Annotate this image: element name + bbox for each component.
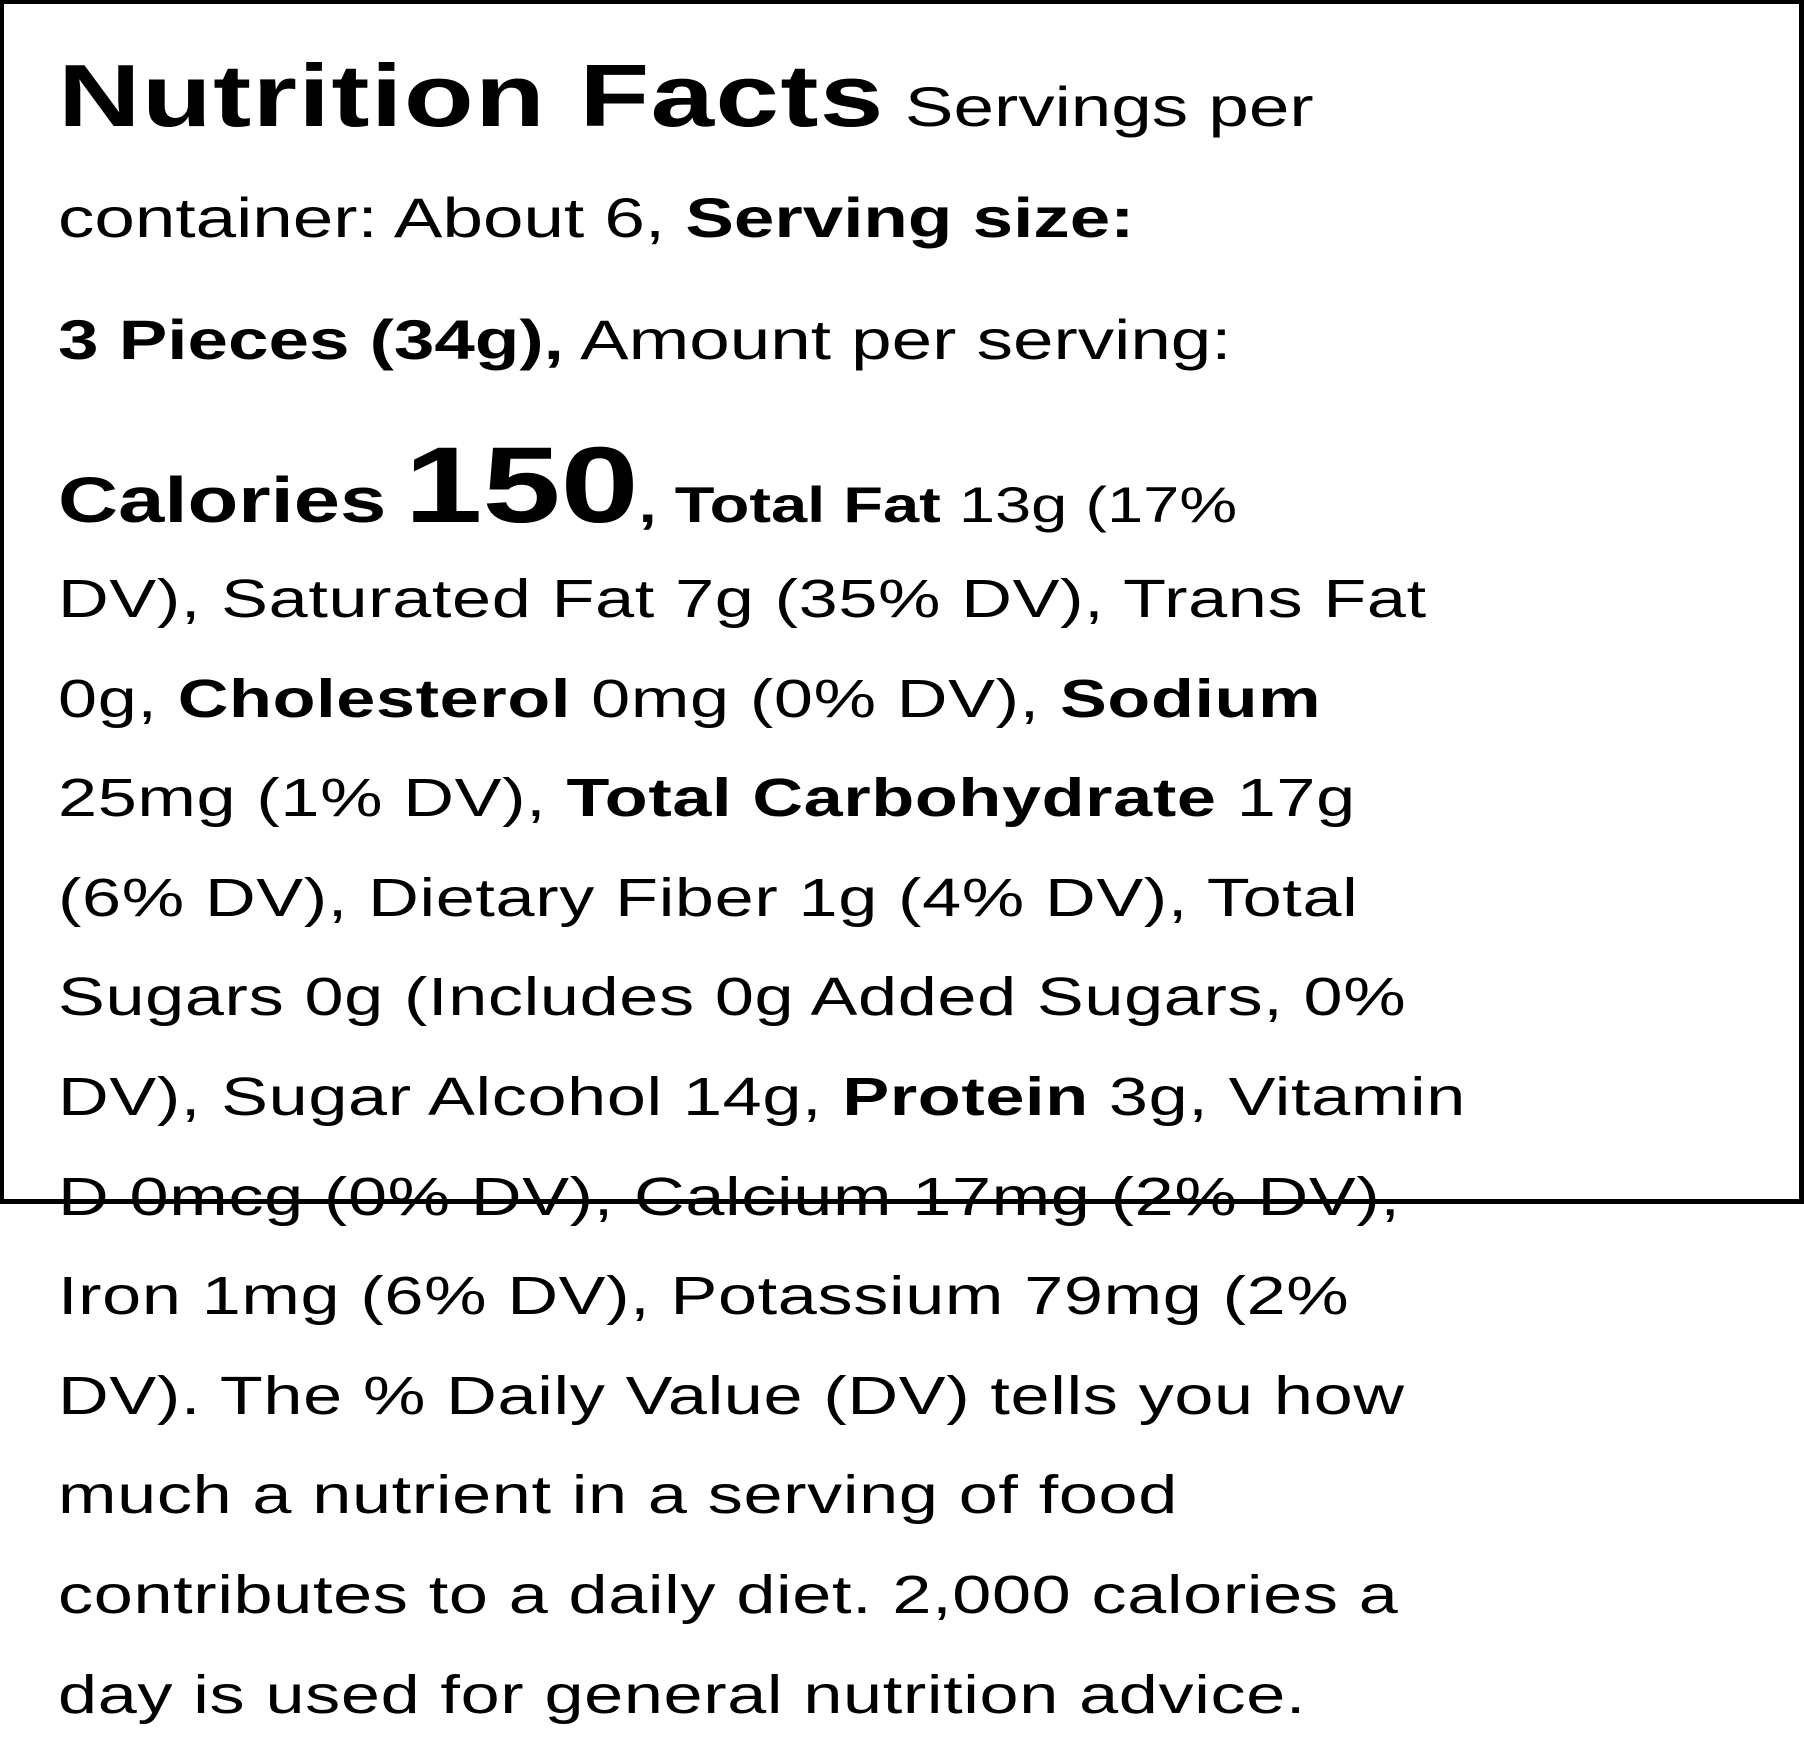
text-segment: D 0mcg (0% DV), Calcium 17mg (2% DV), [58, 1166, 1401, 1227]
text-segment: 25mg (1% DV), [58, 768, 567, 829]
servings-text: Servings per [884, 75, 1314, 138]
nutrition-facts-label: Nutrition Facts Servings per container: … [58, 8, 1466, 1745]
text-segment: DV), Saturated Fat 7g (35% DV), Trans Fa… [58, 569, 1427, 629]
spacer [386, 477, 404, 533]
text-segment: 0g, [58, 668, 178, 729]
text-segment: DV). The % Daily Value (DV) tells you ho… [58, 1365, 1405, 1426]
text-line: DV). The % Daily Value (DV) tells you ho… [58, 1365, 1466, 1429]
header-line-1: Nutrition Facts Servings per [58, 44, 1466, 145]
text-line: day is used for general nutrition advice… [58, 1664, 1466, 1728]
text-line: Iron 1mg (6% DV), Potassium 79mg (2% [58, 1265, 1466, 1329]
text-line: DV), Sugar Alcohol 14g, Protein 3g, Vita… [58, 1066, 1466, 1130]
total-fat-label: , Total Fat [638, 477, 941, 533]
title: Nutrition Facts [58, 46, 885, 145]
text-line: DV), Saturated Fat 7g (35% DV), Trans Fa… [58, 568, 1466, 632]
sodium-label: Sodium [1059, 668, 1322, 729]
text-line: 25mg (1% DV), Total Carbohydrate 17g [58, 767, 1466, 831]
text-line: (6% DV), Dietary Fiber 1g (4% DV), Total [58, 867, 1466, 931]
text-segment: 3g, Vitamin [1088, 1066, 1466, 1127]
text-line: contributes to a daily diet. 2,000 calor… [58, 1564, 1466, 1628]
text-segment: 0mg (0% DV), [571, 668, 1060, 729]
text-segment: day is used for general nutrition advice… [58, 1664, 1307, 1725]
amount-per-serving: Amount per serving: [563, 308, 1232, 371]
text-segment: contributes to a daily diet. 2,000 calor… [58, 1564, 1399, 1625]
serving-size-label: Serving size: [685, 186, 1135, 249]
total-fat-value: 13g (17% [940, 477, 1238, 533]
header-line-2: container: About 6, Serving size: [58, 166, 1466, 252]
text-line: much a nutrient in a serving of food [58, 1464, 1466, 1528]
text-segment: 17g [1216, 768, 1356, 829]
header-line-3: 3 Pieces (34g), Amount per serving: [58, 288, 1466, 374]
protein-label: Protein [842, 1066, 1089, 1127]
serving-size-value: 3 Pieces (34g), [58, 308, 564, 371]
cholesterol-label: Cholesterol [177, 668, 572, 729]
text-segment: DV), Sugar Alcohol 14g, [58, 1066, 843, 1127]
total-carbohydrate-label: Total Carbohydrate [566, 768, 1217, 829]
calories-label: Calories [58, 464, 387, 536]
nutrition-label-frame [0, 0, 1804, 1204]
servings-value: container: About 6, [58, 186, 686, 249]
text-segment: much a nutrient in a serving of food [58, 1465, 1178, 1526]
text-segment: Iron 1mg (6% DV), Potassium 79mg (2% [58, 1266, 1350, 1327]
text-segment: Sugars 0g (Includes 0g Added Sugars, 0% [58, 967, 1407, 1028]
text-segment: (6% DV), Dietary Fiber 1g (4% DV), Total [58, 867, 1359, 928]
text-line: 0g, Cholesterol 0mg (0% DV), Sodium [58, 668, 1466, 732]
text-line: D 0mcg (0% DV), Calcium 17mg (2% DV), [58, 1166, 1466, 1230]
text-line: Sugars 0g (Includes 0g Added Sugars, 0% [58, 966, 1466, 1030]
calories-line: Calories 150, Total Fat 13g (17% [58, 410, 1466, 545]
calories-value: 150 [404, 424, 639, 545]
